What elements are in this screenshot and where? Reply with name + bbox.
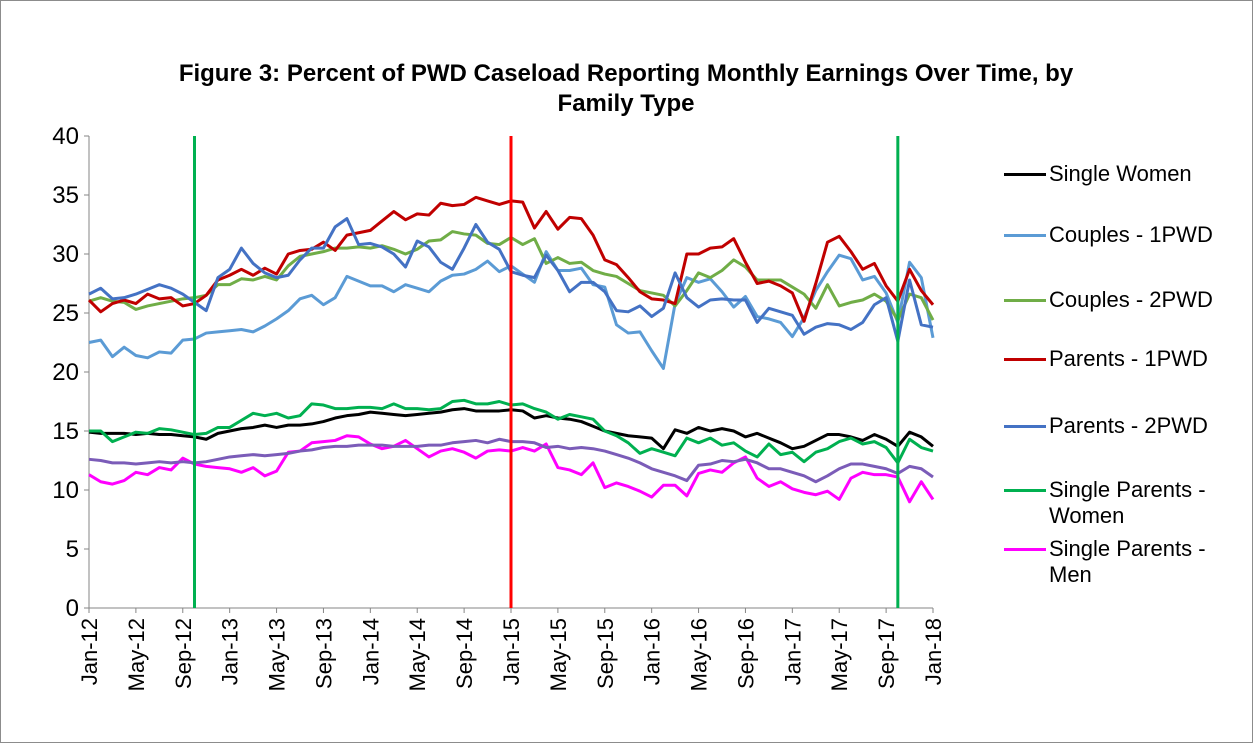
legend-entry: Couples - 2PWD <box>1004 287 1239 313</box>
legend-label: Couples - 2PWD <box>1049 287 1213 312</box>
legend-label: Single Parents - Men <box>1049 536 1206 587</box>
y-tick-label: 15 <box>52 418 79 445</box>
legend-entry: Couples - 1PWD <box>1004 222 1239 248</box>
legend-swatch <box>1004 234 1046 237</box>
legend-swatch <box>1004 358 1046 361</box>
x-tick-label: Sep-12 <box>171 618 196 689</box>
y-tick-label: 40 <box>52 123 79 150</box>
y-tick-label: 5 <box>66 536 79 563</box>
x-tick-label: Sep-17 <box>874 618 899 689</box>
y-tick-label: 0 <box>66 595 79 622</box>
legend-entry: Single Parents - Women <box>1004 477 1239 529</box>
legend-label: Parents - 2PWD <box>1049 413 1208 438</box>
y-tick-label: 20 <box>52 359 79 386</box>
y-tick-label: 10 <box>52 477 79 504</box>
legend-label: Couples - 1PWD <box>1049 222 1213 247</box>
legend-entry: Single Women <box>1004 161 1239 187</box>
chart-title: Figure 3: Percent of PWD Caseload Report… <box>178 60 1074 117</box>
x-tick-label: May-17 <box>827 618 852 691</box>
x-tick-label: Jan-16 <box>640 618 665 685</box>
y-tick-label: 30 <box>52 241 79 268</box>
x-tick-label: Jan-14 <box>358 618 383 685</box>
legend-label: Parents - 1PWD <box>1049 346 1208 371</box>
x-tick-label: Jan-17 <box>780 618 805 685</box>
x-tick-label: Jan-13 <box>218 618 243 685</box>
legend-label: Single Women <box>1049 161 1192 186</box>
legend-entry: Parents - 1PWD <box>1004 346 1239 372</box>
x-tick-label: Jan-15 <box>499 618 524 685</box>
legend-swatch <box>1004 173 1046 176</box>
x-tick-label: Jan-18 <box>921 618 946 685</box>
legend-swatch <box>1004 299 1046 302</box>
x-tick-label: May-14 <box>405 618 430 691</box>
x-tick-label: May-13 <box>265 618 290 691</box>
x-tick-label: Sep-16 <box>733 618 758 689</box>
y-tick-label: 35 <box>52 182 79 209</box>
legend-entry: Parents - 2PWD <box>1004 413 1239 439</box>
legend-entry: Single Parents - Men <box>1004 536 1239 588</box>
legend-swatch <box>1004 489 1046 492</box>
legend-label: Single Parents - Women <box>1049 477 1206 528</box>
legend-swatch <box>1004 548 1046 551</box>
x-tick-label: Sep-13 <box>311 618 336 689</box>
x-tick-label: Jan-12 <box>77 618 102 685</box>
x-tick-label: Sep-15 <box>593 618 618 689</box>
x-tick-label: May-16 <box>687 618 712 691</box>
x-tick-label: Sep-14 <box>452 618 477 689</box>
legend-swatch <box>1004 425 1046 428</box>
y-tick-label: 25 <box>52 300 79 327</box>
x-tick-label: May-12 <box>124 618 149 691</box>
x-tick-label: May-15 <box>546 618 571 691</box>
